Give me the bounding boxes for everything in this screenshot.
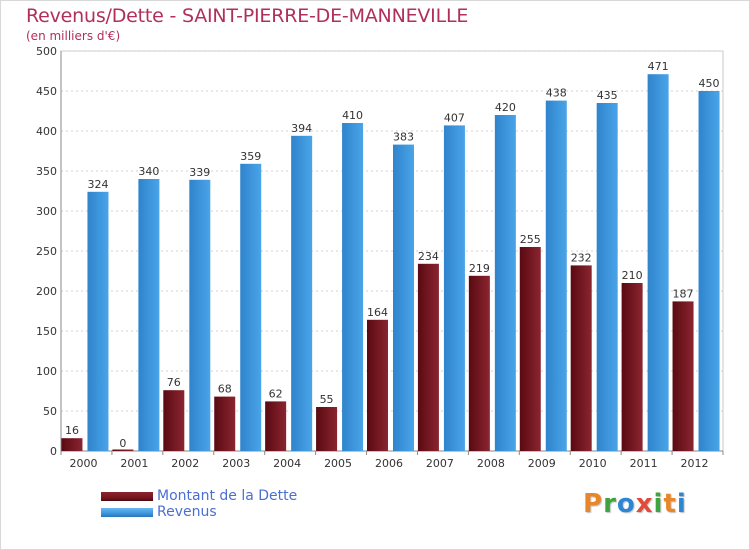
bar-revenus (138, 179, 160, 451)
bar-revenus (494, 115, 516, 451)
y-tick-label: 100 (36, 365, 57, 378)
bar-revenus (596, 103, 618, 451)
logo-letter: o (616, 489, 636, 519)
data-label-dette: 62 (269, 387, 283, 400)
bar-dette (163, 390, 185, 451)
data-label-revenus: 410 (342, 109, 363, 122)
y-tick-label: 50 (43, 405, 57, 418)
legend-label-dette: Montant de la Dette (157, 488, 298, 504)
data-label-dette: 55 (320, 393, 334, 406)
data-label-dette: 234 (418, 250, 439, 263)
bar-dette (570, 265, 592, 451)
x-tick-label: 2007 (426, 457, 454, 470)
data-label-dette: 232 (571, 251, 592, 264)
y-tick-label: 350 (36, 165, 57, 178)
y-tick-label: 450 (36, 85, 57, 98)
bar-revenus (443, 125, 465, 452)
bar-dette (621, 283, 643, 451)
logo-letter: P (583, 489, 604, 519)
data-label-revenus: 435 (597, 89, 618, 102)
x-tick-label: 2000 (69, 457, 97, 470)
y-tick-label: 400 (36, 125, 57, 138)
bar-dette (61, 438, 83, 451)
data-label-revenus: 394 (291, 122, 312, 135)
logo-letter: i (676, 489, 687, 519)
x-tick-label: 2006 (375, 457, 403, 470)
logo-letter: r (603, 489, 617, 519)
x-tick-label: 2010 (579, 457, 607, 470)
bar-revenus (698, 91, 720, 451)
x-tick-label: 2001 (120, 457, 148, 470)
y-tick-label: 150 (36, 325, 57, 338)
data-label-dette: 76 (167, 376, 181, 389)
logo-letter: i (653, 489, 664, 519)
bar-dette (214, 396, 236, 451)
x-tick-label: 2011 (630, 457, 658, 470)
x-tick-label: 2009 (528, 457, 556, 470)
bar-revenus (393, 144, 414, 451)
x-tick-label: 2002 (171, 457, 199, 470)
y-tick-label: 0 (50, 445, 57, 458)
data-label-dette: 210 (622, 269, 643, 282)
legend-swatch-dette (101, 491, 153, 501)
bar-revenus (189, 179, 211, 452)
data-label-dette: 68 (218, 383, 232, 396)
data-label-revenus: 471 (648, 60, 669, 73)
data-label-revenus: 359 (240, 150, 261, 163)
bar-dette (468, 275, 490, 451)
data-label-dette: 16 (65, 424, 79, 437)
bar-revenus (291, 135, 313, 452)
x-tick-label: 2004 (273, 457, 301, 470)
y-tick-label: 250 (36, 245, 57, 258)
bar-revenus (87, 191, 109, 452)
x-tick-label: 2005 (324, 457, 352, 470)
bar-dette (417, 263, 439, 451)
y-tick-label: 300 (36, 205, 57, 218)
data-label-revenus: 324 (87, 178, 108, 191)
data-label-revenus: 383 (393, 131, 414, 144)
bar-dette (112, 449, 134, 451)
bar-dette (367, 319, 388, 451)
bar-dette (519, 247, 541, 451)
data-label-dette: 0 (119, 437, 126, 450)
bar-dette (265, 401, 287, 451)
x-tick-label: 2012 (681, 457, 709, 470)
data-label-dette: 164 (367, 306, 388, 319)
bar-dette (672, 301, 694, 451)
proxiti-logo: Proxiti (583, 489, 687, 519)
data-label-revenus: 407 (444, 111, 465, 124)
data-label-revenus: 340 (138, 165, 159, 178)
bar-revenus (342, 123, 364, 451)
data-label-dette: 255 (520, 233, 541, 246)
data-label-revenus: 450 (699, 77, 720, 90)
legend: Montant de la Dette Revenus (101, 488, 297, 520)
bar-dette (316, 407, 338, 451)
y-tick-label: 500 (36, 45, 57, 58)
bar-revenus (240, 163, 262, 452)
bar-revenus (647, 74, 669, 451)
y-tick-label: 200 (36, 285, 57, 298)
data-label-revenus: 438 (546, 87, 567, 100)
bar-revenus (545, 100, 567, 451)
logo-letter: t (663, 489, 677, 519)
chart-subtitle: (en milliers d'€) (26, 29, 121, 43)
legend-item-dette: Montant de la Dette (101, 488, 297, 504)
data-label-revenus: 339 (189, 166, 210, 179)
legend-label-revenus: Revenus (157, 504, 217, 520)
legend-swatch-revenus (101, 507, 153, 517)
data-label-dette: 187 (673, 287, 694, 300)
x-tick-label: 2008 (477, 457, 505, 470)
data-label-dette: 219 (469, 262, 490, 275)
x-tick-label: 2003 (222, 457, 250, 470)
chart-title: Revenus/Dette - SAINT-PIERRE-DE-MANNEVIL… (26, 5, 469, 27)
legend-item-revenus: Revenus (101, 504, 297, 520)
data-label-revenus: 420 (495, 101, 516, 114)
logo-letter: x (635, 489, 654, 519)
